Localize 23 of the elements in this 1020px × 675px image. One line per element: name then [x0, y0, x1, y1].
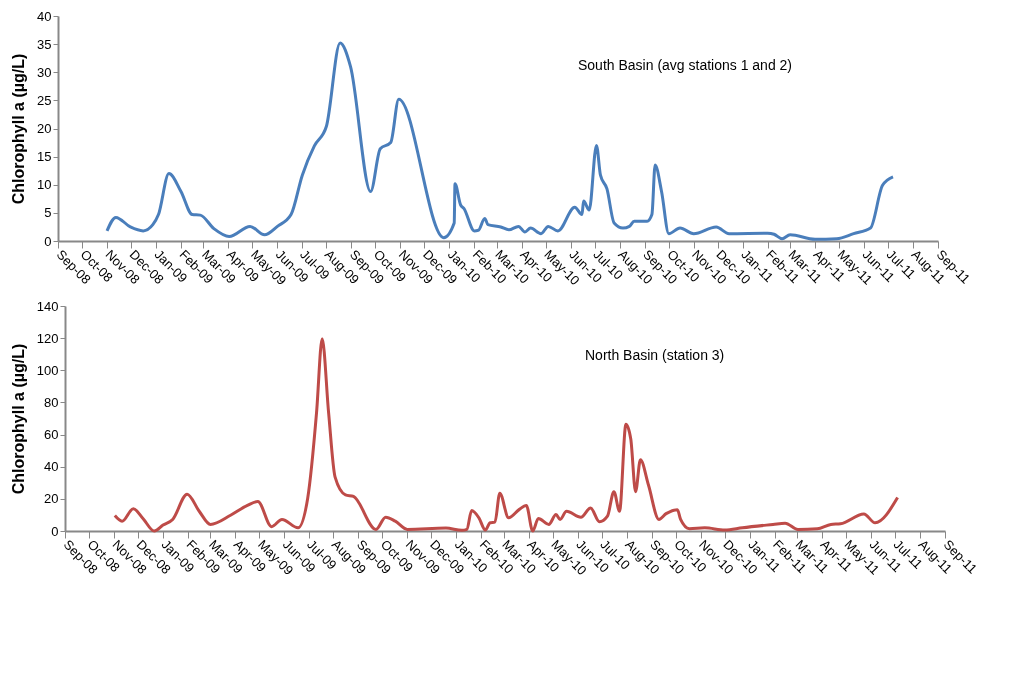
y-tick-label: 20	[37, 121, 52, 136]
y-tick-label: 30	[37, 64, 52, 80]
annotation: North Basin (station 3)	[585, 347, 725, 363]
y-tick-label: 60	[44, 427, 59, 443]
y-tick-label: 5	[44, 205, 52, 221]
y-tick-label: 40	[44, 459, 59, 475]
y-tick-label: 10	[37, 177, 52, 193]
y-tick-label: 40	[37, 8, 52, 24]
y-tick-label: 20	[44, 491, 59, 507]
line-series	[113, 337, 900, 533]
y-tick-label: 100	[36, 362, 59, 378]
y-tick-label: 0	[44, 233, 52, 249]
y-axis-title: Chlorophyll a (µg/L)	[9, 343, 27, 495]
y-tick-label: 35	[37, 36, 52, 52]
y-axis-title: Chlorophyll a (µg/L)	[10, 53, 28, 205]
line-series	[105, 41, 895, 241]
y-tick-label: 80	[44, 394, 59, 410]
annotation: South Basin (avg stations 1 and 2)	[578, 57, 793, 73]
y-tick-label: 15	[37, 149, 52, 165]
y-tick-label: 0	[51, 523, 59, 539]
y-tick-label: 140	[36, 298, 59, 314]
y-tick-label: 25	[37, 92, 52, 108]
y-tick-label: 120	[36, 330, 59, 346]
